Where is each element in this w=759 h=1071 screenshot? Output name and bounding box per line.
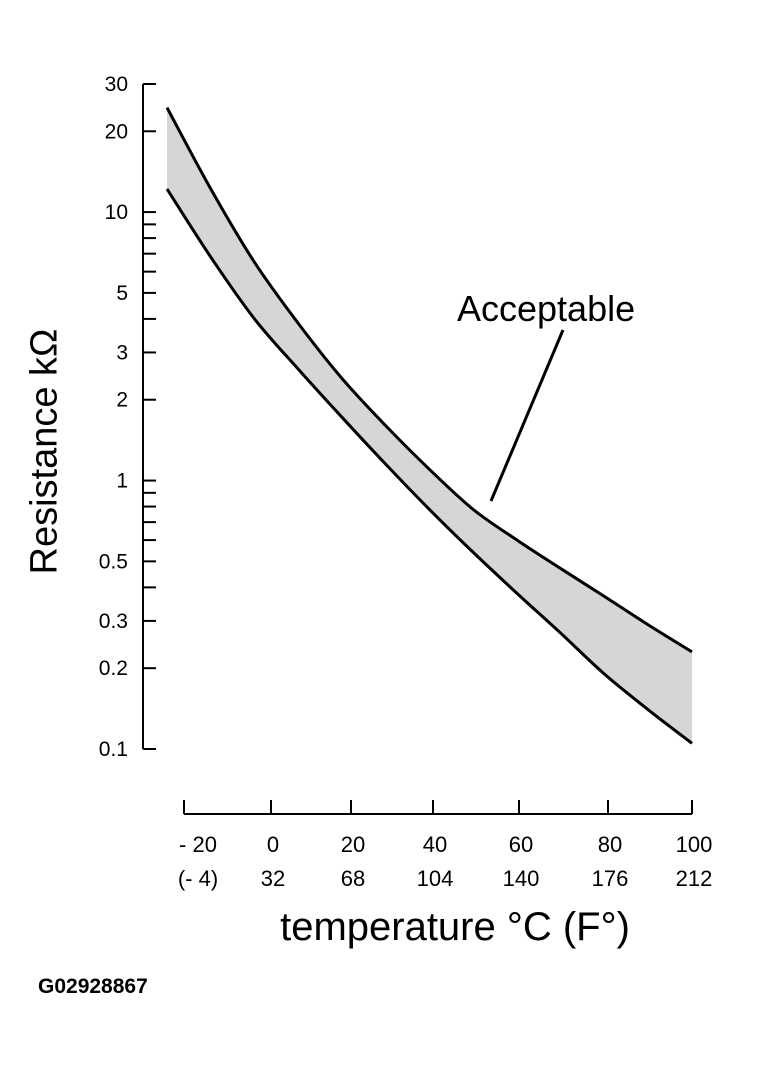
x-tick-label-fahrenheit: 212 — [676, 866, 713, 891]
x-axis-label: temperature °C (F°) — [280, 905, 630, 949]
x-tick-label-fahrenheit: 68 — [341, 866, 365, 891]
y-tick-label: 0.5 — [99, 550, 128, 573]
series-lines — [165, 106, 693, 745]
upper-limit-line — [165, 106, 693, 654]
y-axis: 30 20 10 5 3 2 1 0.5 0.3 0.2 0.1 — [99, 73, 156, 761]
y-tick-label: 2 — [116, 389, 128, 412]
x-tick-label-fahrenheit: (- 4) — [178, 866, 218, 891]
y-tick-label: 0.3 — [99, 610, 128, 633]
y-tick-label: 0.2 — [99, 657, 128, 680]
y-tick-label: 5 — [116, 282, 128, 305]
figure-id: G02928867 — [38, 975, 148, 998]
y-axis-label: Resistance kΩ — [23, 328, 66, 575]
x-axis: - 20 (- 4) 0 32 20 68 40 104 60 140 80 176 100 212 — [178, 800, 713, 891]
acceptable-band — [167, 107, 692, 744]
x-tick-label-fahrenheit: 176 — [592, 866, 629, 891]
annotation-leader-line — [489, 329, 565, 502]
x-tick-label-celsius: 80 — [598, 832, 622, 857]
y-tick-label: 1 — [116, 470, 128, 493]
x-tick-label-celsius: 0 — [267, 832, 279, 857]
x-tick-label-celsius: 100 — [676, 832, 713, 857]
annotation-acceptable: Acceptable — [457, 288, 635, 329]
x-tick-label-celsius: - 20 — [179, 832, 217, 857]
x-tick-label-celsius: 40 — [423, 832, 447, 857]
y-tick-label: 20 — [105, 120, 128, 143]
x-tick-label-fahrenheit: 104 — [417, 866, 454, 891]
x-tick-label-fahrenheit: 140 — [503, 866, 540, 891]
x-tick-label-fahrenheit: 32 — [261, 866, 285, 891]
lower-limit-line — [165, 188, 693, 745]
x-tick-label-celsius: 20 — [341, 832, 365, 857]
y-tick-label: 0.1 — [99, 738, 128, 761]
y-tick-label: 30 — [105, 73, 128, 96]
y-tick-label: 3 — [116, 341, 128, 364]
y-tick-label: 10 — [105, 201, 128, 224]
x-tick-label-celsius: 60 — [509, 832, 533, 857]
